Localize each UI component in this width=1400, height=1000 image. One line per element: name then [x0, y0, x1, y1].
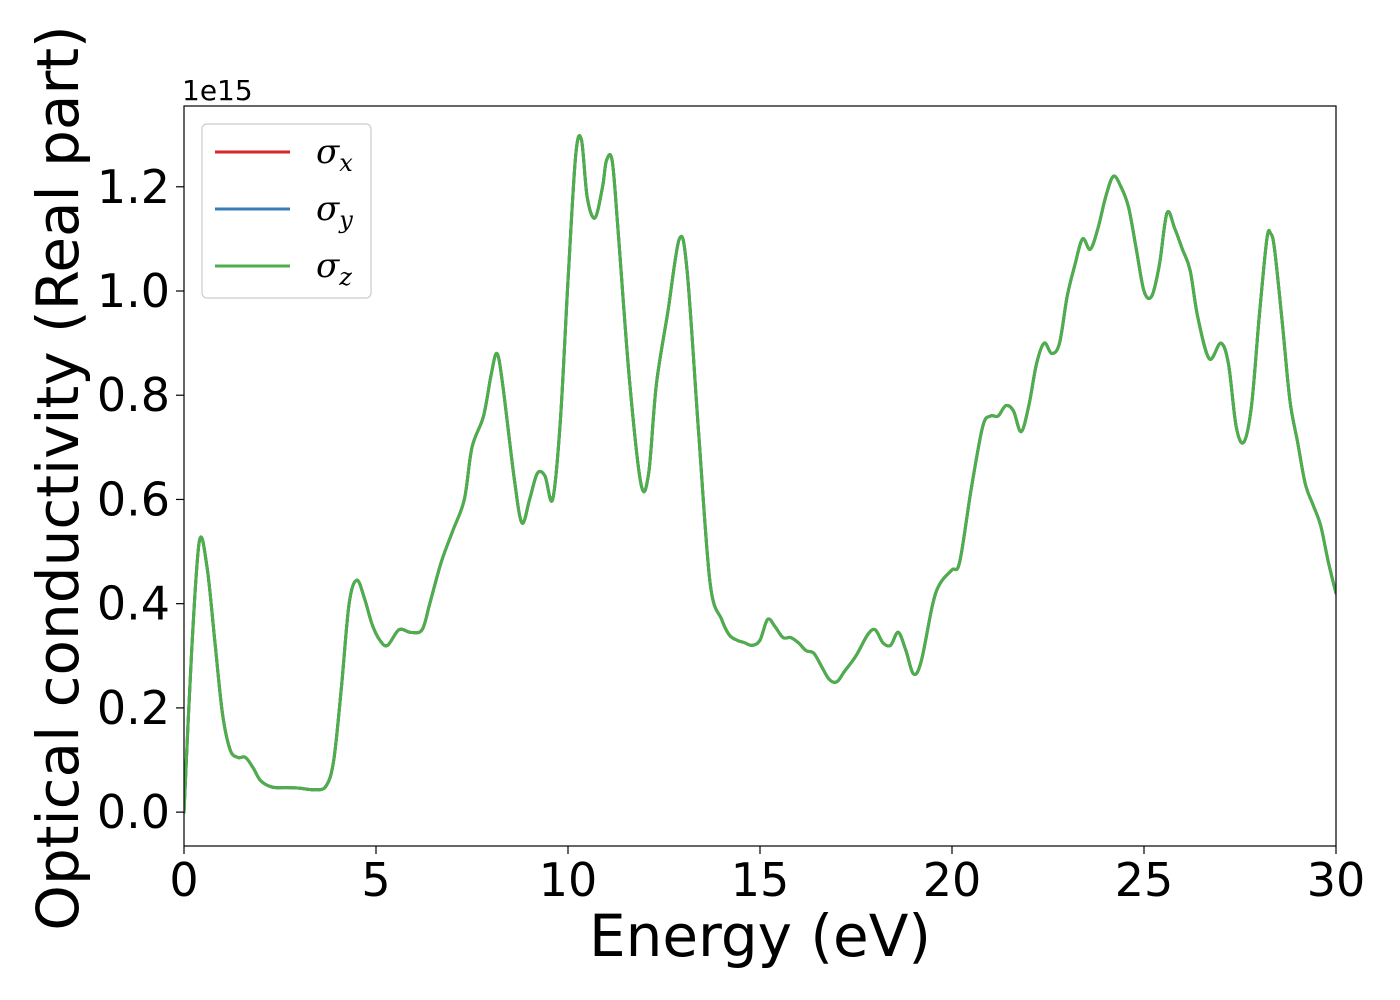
y-tick-label: 0.6	[97, 472, 170, 526]
y-tick-label: 1.0	[97, 264, 170, 318]
series-layer	[184, 134, 1336, 814]
x-tick-label: 25	[1115, 853, 1174, 907]
y-tick-label: 0.4	[97, 577, 170, 631]
x-axis-title: Energy (eV)	[589, 902, 931, 970]
x-tick-label: 15	[731, 853, 790, 907]
x-axis: 0 5 10 15 20 25 30	[169, 846, 1365, 907]
x-tick-label: 10	[539, 853, 598, 907]
x-tick-label: 5	[361, 853, 390, 907]
y-axis: 0.0 0.2 0.4 0.6 0.8 1.0 1.2	[97, 160, 184, 839]
x-tick-label: 0	[169, 853, 198, 907]
y-tick-label: 1.2	[97, 160, 170, 214]
y-axis-title: Optical conductivity (Real part)	[24, 25, 92, 930]
y-tick-label: 0.8	[97, 368, 170, 422]
y-tick-label: 0.2	[97, 681, 170, 735]
y-offset-label: 1e15	[182, 74, 253, 107]
y-tick-label: 0.0	[97, 785, 170, 839]
x-tick-label: 20	[923, 853, 982, 907]
x-tick-label: 30	[1307, 853, 1366, 907]
legend-box	[201, 123, 372, 299]
series-line-z	[184, 134, 1336, 814]
plot-area	[184, 106, 1336, 846]
